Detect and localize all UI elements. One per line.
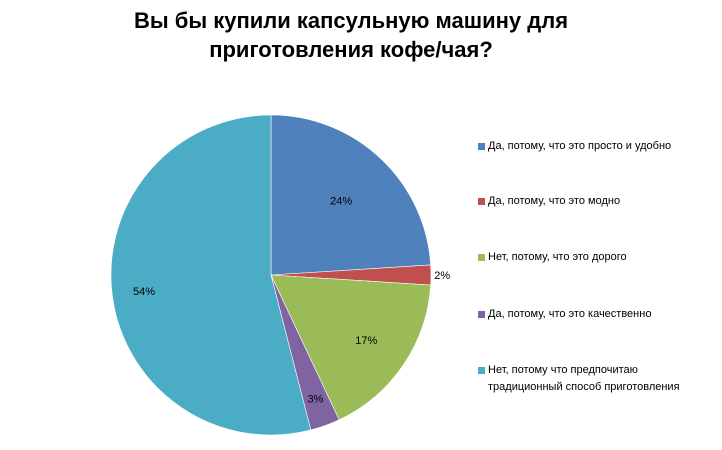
- chart-title-line-2: приготовления кофе/чая?: [209, 37, 493, 62]
- pie-slice-expensive: [270, 274, 431, 421]
- legend-swatch-traditional: [478, 367, 485, 374]
- legend-item-quality: Да, потому, что это качественно: [478, 306, 708, 323]
- legend-item-fashionable: Да, потому, что это модно: [478, 193, 708, 210]
- data-label-fashionable: 2%: [434, 270, 450, 282]
- pie-slice-traditional: [110, 114, 312, 436]
- legend-item-traditional: Нет, потому что предпочитаю традиционный…: [478, 362, 708, 396]
- data-label-traditional: 54%: [133, 286, 155, 298]
- legend-swatch-quality: [478, 311, 485, 318]
- chart-title-line-1: Вы бы купили капсульную машину для: [133, 8, 569, 33]
- legend-label-easy: Да, потому, что это просто и удобно: [488, 140, 672, 152]
- legend-label-traditional: Нет, потому что предпочитаю традиционный…: [488, 364, 680, 393]
- legend-item-expensive: Нет, потому, что это дорого: [478, 249, 708, 266]
- legend-swatch-expensive: [478, 254, 485, 261]
- legend-swatch-fashionable: [478, 198, 485, 205]
- data-label-quality: 3%: [307, 393, 323, 405]
- data-label-easy: 24%: [330, 195, 352, 207]
- chart-title: Вы бы купили капсульную машину для приго…: [0, 6, 702, 64]
- legend-label-fashionable: Да, потому, что это модно: [488, 195, 621, 207]
- data-label-expensive: 17%: [355, 335, 377, 347]
- legend-swatch-easy: [478, 143, 485, 150]
- legend-item-easy: Да, потому, что это просто и удобно: [478, 138, 708, 155]
- legend-label-quality: Да, потому, что это качественно: [488, 308, 652, 320]
- legend-label-expensive: Нет, потому, что это дорого: [488, 251, 627, 263]
- pie-slice-easy: [270, 114, 431, 276]
